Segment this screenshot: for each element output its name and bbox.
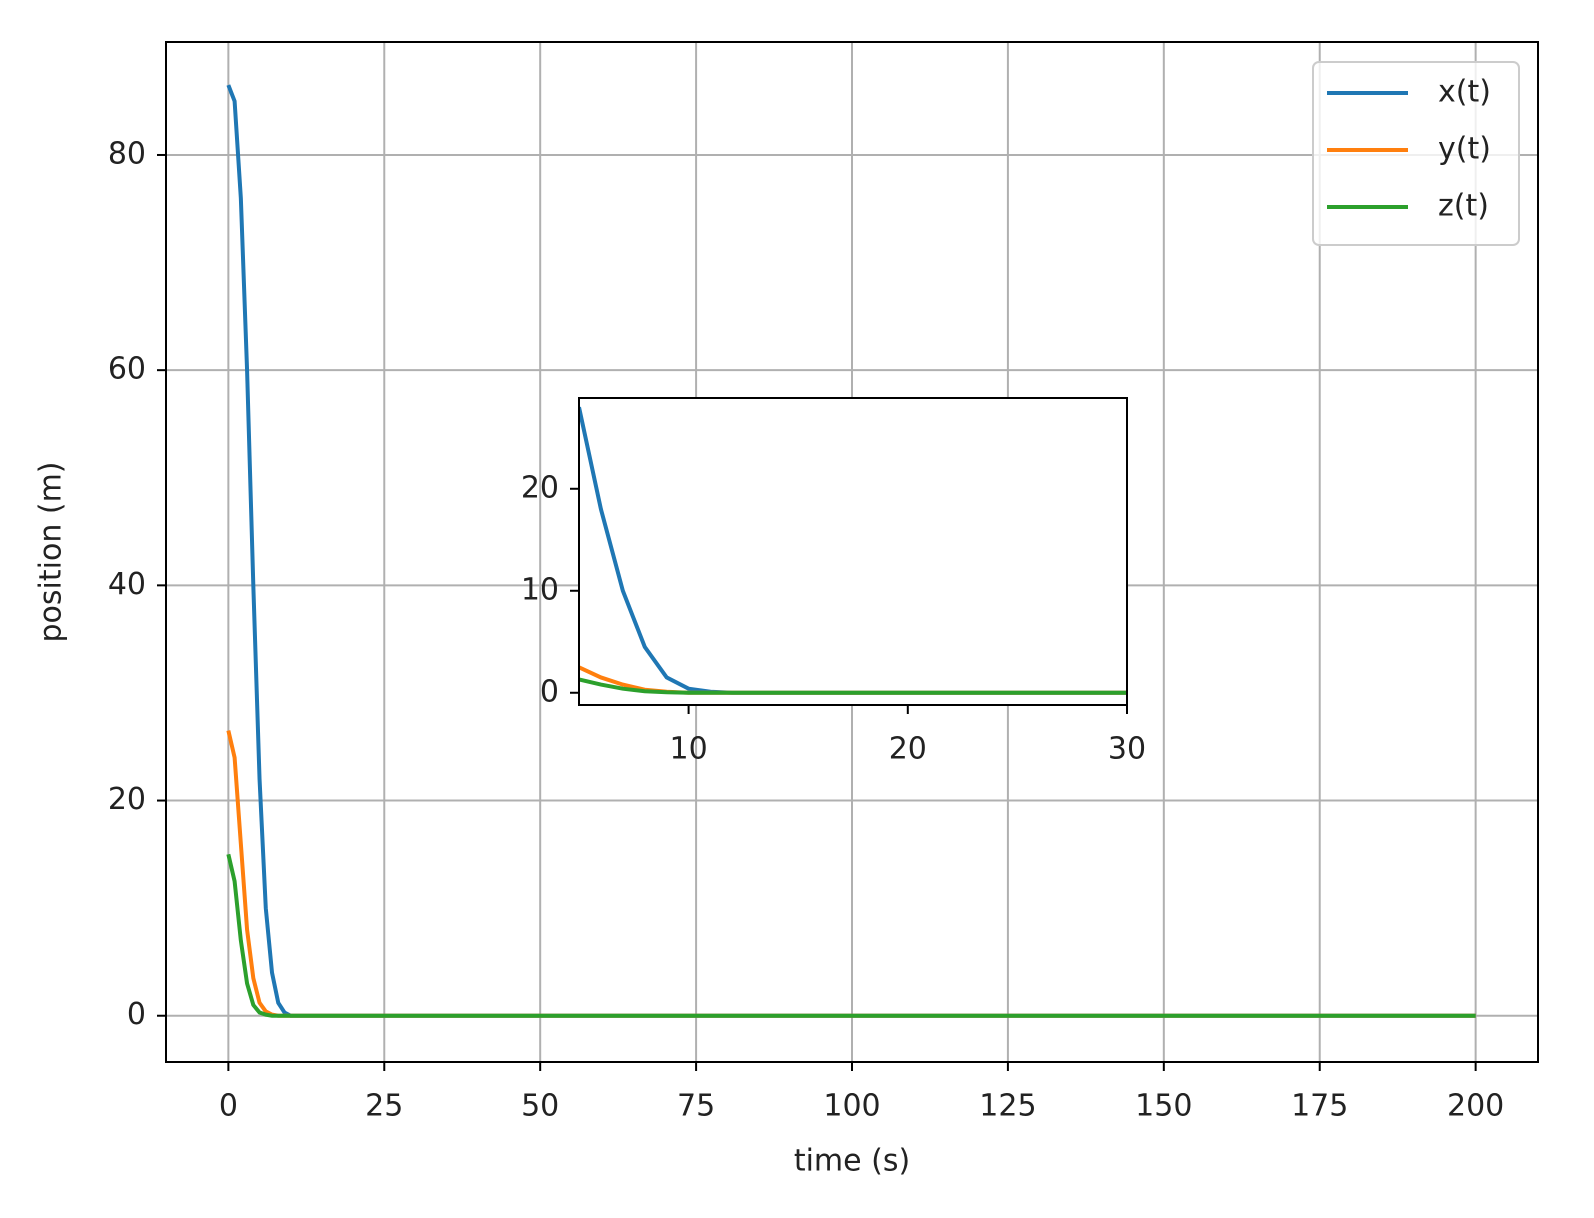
axes-frame	[165, 41, 1539, 1063]
legend: x(t) y(t) z(t)	[1312, 61, 1520, 246]
x-axis-label: time (s)	[794, 1144, 910, 1179]
x-tick-label: 150	[1135, 1089, 1192, 1124]
y-tick-label: 60	[108, 352, 146, 387]
x-tick-label: 50	[521, 1089, 559, 1124]
x-tick-label: 175	[1291, 1089, 1348, 1124]
x-tick-label: 30	[1108, 732, 1146, 767]
x-tick-label: 125	[979, 1089, 1036, 1124]
x-tick-label: 10	[670, 732, 708, 767]
y-tick-label: 40	[108, 567, 146, 602]
x-tick-label: 200	[1447, 1089, 1504, 1124]
series-line	[226, 84, 1476, 1018]
x-tick-label: 100	[823, 1089, 880, 1124]
legend-label: z(t)	[1438, 189, 1489, 224]
y-axis-label: position (m)	[34, 462, 69, 643]
y-tick-label: 0	[127, 997, 146, 1032]
x-tick-label: 20	[889, 732, 927, 767]
legend-label: x(t)	[1438, 75, 1491, 110]
series-line	[226, 853, 1476, 1018]
y-tick-label: 0	[540, 674, 559, 709]
x-tick-label: 25	[365, 1089, 403, 1124]
legend-label: y(t)	[1438, 132, 1491, 167]
y-tick-label: 20	[108, 782, 146, 817]
y-tick-label: 10	[521, 572, 559, 607]
axes-frame	[578, 397, 1128, 706]
inset: 10 20 30 0 10 20	[521, 397, 1146, 767]
y-tick-label: 80	[108, 136, 146, 171]
x-tick-label: 75	[677, 1089, 715, 1124]
legend-box	[1312, 61, 1520, 246]
series-line	[579, 677, 1127, 695]
plot-area	[579, 398, 1127, 705]
y-tick-label: 20	[521, 470, 559, 505]
x-tick-label: 0	[219, 1089, 238, 1124]
